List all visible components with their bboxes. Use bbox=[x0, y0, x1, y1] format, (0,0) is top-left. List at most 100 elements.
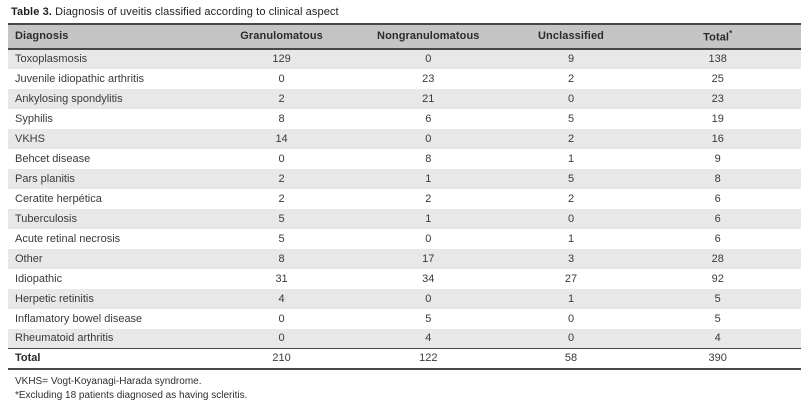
value-cell: 2 bbox=[278, 192, 285, 205]
table-row: Pars planitis 2 1 5 8 bbox=[8, 168, 801, 189]
value-cell: 21 bbox=[422, 92, 435, 105]
value-cell: 2 bbox=[567, 132, 575, 145]
value-cell: 1 bbox=[425, 172, 432, 185]
table-row: Behcet disease 0 8 1 9 bbox=[8, 149, 801, 169]
value-cell: 6 bbox=[425, 112, 432, 125]
value-cell: 16 bbox=[711, 132, 724, 145]
column-header-diagnosis: Diagnosis bbox=[8, 23, 215, 50]
diagnosis-cell: Behcet disease bbox=[15, 152, 91, 165]
value-cell: 9 bbox=[714, 152, 721, 165]
table-row: Other 8 17 3 28 bbox=[8, 248, 801, 269]
value-cell: 0 bbox=[278, 332, 285, 345]
value-cell: 14 bbox=[275, 132, 288, 145]
value-cell: 0 bbox=[278, 152, 285, 165]
total-granulomatous-cell: 210 bbox=[214, 348, 349, 370]
value-cell: 5 bbox=[278, 212, 285, 225]
table-row: Inflamatory bowel disease 0 5 0 5 bbox=[8, 309, 801, 329]
value-cell: 2 bbox=[567, 192, 575, 205]
value-cell: 0 bbox=[567, 312, 575, 325]
diagnosis-cell: Inflamatory bowel disease bbox=[15, 312, 143, 325]
value-cell: 138 bbox=[708, 53, 727, 66]
column-header-granulomatous: Granulomatous bbox=[214, 23, 349, 50]
total-row: Total 210 122 58 390 bbox=[8, 348, 801, 370]
value-cell: 28 bbox=[711, 252, 724, 265]
value-cell: 0 bbox=[567, 92, 575, 105]
table-row: Idiopathic 31 34 27 92 bbox=[8, 269, 801, 289]
value-cell: 1 bbox=[567, 152, 575, 165]
diagnosis-cell: Idiopathic bbox=[15, 272, 63, 285]
value-cell: 0 bbox=[425, 132, 432, 145]
diagnosis-cell: Tuberculosis bbox=[15, 212, 77, 225]
value-cell: 31 bbox=[275, 272, 288, 285]
table-footnotes: VKHS= Vogt-Koyanagi-Harada syndrome. *Ex… bbox=[8, 370, 801, 401]
total-unclassified-cell: 58 bbox=[507, 348, 635, 370]
value-cell: 8 bbox=[278, 252, 285, 265]
value-cell: 4 bbox=[714, 332, 721, 345]
table-row: Juvenile idiopathic arthritis 0 23 2 25 bbox=[8, 69, 801, 89]
value-cell: 0 bbox=[567, 332, 575, 345]
diagnosis-cell: Herpetic retinitis bbox=[15, 292, 94, 305]
value-cell: 4 bbox=[278, 292, 285, 305]
value-cell: 2 bbox=[278, 92, 285, 105]
value-cell: 1 bbox=[425, 212, 432, 225]
total-label-cell: Total bbox=[8, 348, 215, 370]
value-cell: 92 bbox=[711, 272, 724, 285]
total-total-cell: 390 bbox=[634, 348, 801, 370]
table-row: Syphilis 8 6 5 19 bbox=[8, 109, 801, 129]
diagnosis-cell: Juvenile idiopathic arthritis bbox=[15, 72, 145, 85]
value-cell: 1 bbox=[567, 292, 575, 305]
diagnosis-cell: Pars planitis bbox=[15, 172, 75, 185]
value-cell: 23 bbox=[711, 92, 724, 105]
value-cell: 0 bbox=[425, 232, 432, 245]
value-cell: 17 bbox=[422, 252, 435, 265]
value-cell: 8 bbox=[278, 112, 285, 125]
footnote-vkhs: VKHS= Vogt-Koyanagi-Harada syndrome. bbox=[15, 375, 202, 387]
diagnosis-cell: Ankylosing spondylitis bbox=[15, 92, 123, 105]
table-row: Ceratite herpética 2 2 2 6 bbox=[8, 189, 801, 209]
value-cell: 5 bbox=[567, 172, 575, 185]
diagnosis-cell: Toxoplasmosis bbox=[15, 53, 88, 66]
value-cell: 6 bbox=[714, 212, 721, 225]
value-cell: 4 bbox=[425, 332, 432, 345]
diagnosis-cell: VKHS bbox=[15, 132, 45, 145]
table-title-label: Table 3. bbox=[11, 6, 52, 18]
header-row: Diagnosis Granulomatous Nongranulomatous… bbox=[8, 23, 801, 50]
table-title-text: Diagnosis of uveitis classified accordin… bbox=[51, 6, 339, 18]
value-cell: 6 bbox=[714, 232, 721, 245]
value-cell: 27 bbox=[564, 272, 578, 285]
value-cell: 9 bbox=[567, 53, 575, 66]
value-cell: 23 bbox=[422, 72, 435, 85]
column-header-total-asterisk: * bbox=[729, 29, 733, 38]
table-row: Rheumatoid arthritis 0 4 0 4 bbox=[8, 328, 801, 349]
value-cell: 2 bbox=[567, 72, 575, 85]
diagnosis-cell: Syphilis bbox=[15, 112, 53, 125]
value-cell: 5 bbox=[567, 112, 575, 125]
value-cell: 5 bbox=[425, 312, 432, 325]
table-row: Ankylosing spondylitis 2 21 0 23 bbox=[8, 88, 801, 109]
column-header-nongranulomatous: Nongranulomatous bbox=[348, 23, 508, 50]
value-cell: 2 bbox=[278, 172, 285, 185]
value-cell: 8 bbox=[425, 152, 432, 165]
value-cell: 5 bbox=[714, 292, 721, 305]
table-row: VKHS 14 0 2 16 bbox=[8, 128, 801, 149]
value-cell: 0 bbox=[278, 72, 285, 85]
column-header-total-label: Total bbox=[703, 31, 730, 44]
value-cell: 5 bbox=[278, 232, 285, 245]
table-row: Toxoplasmosis 129 0 9 138 bbox=[8, 48, 801, 69]
value-cell: 8 bbox=[714, 172, 721, 185]
diagnosis-cell: Rheumatoid arthritis bbox=[15, 332, 114, 345]
value-cell: 6 bbox=[714, 192, 721, 205]
table-title: Table 3. Diagnosis of uveitis classified… bbox=[8, 4, 801, 23]
value-cell: 25 bbox=[711, 72, 724, 85]
column-header-total: Total* bbox=[634, 23, 801, 50]
total-nongranulomatous-cell: 122 bbox=[348, 348, 508, 370]
value-cell: 19 bbox=[711, 112, 724, 125]
diagnosis-cell: Other bbox=[15, 252, 43, 265]
value-cell: 2 bbox=[425, 192, 432, 205]
table-row: Acute retinal necrosis 5 0 1 6 bbox=[8, 229, 801, 249]
value-cell: 0 bbox=[425, 53, 432, 66]
value-cell: 0 bbox=[567, 212, 575, 225]
value-cell: 1 bbox=[567, 232, 575, 245]
diagnosis-cell: Ceratite herpética bbox=[15, 192, 102, 205]
